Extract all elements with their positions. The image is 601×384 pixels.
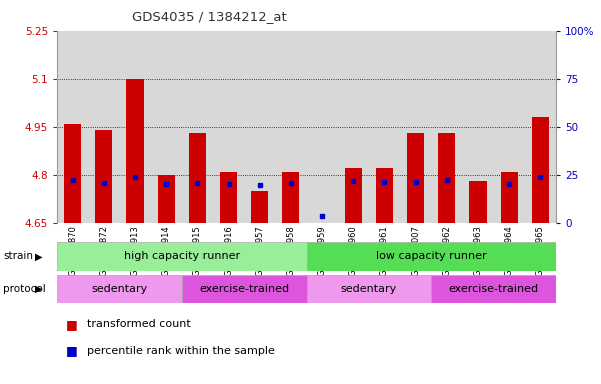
Bar — [307, 275, 432, 303]
Bar — [282, 172, 299, 223]
Text: percentile rank within the sample: percentile rank within the sample — [87, 346, 275, 356]
Bar — [532, 117, 549, 223]
Text: ■: ■ — [66, 318, 78, 331]
Bar — [469, 181, 487, 223]
Bar — [501, 172, 517, 223]
Bar — [407, 133, 424, 223]
Bar — [307, 242, 556, 271]
Text: low capacity runner: low capacity runner — [376, 251, 487, 262]
Bar — [432, 275, 556, 303]
Text: high capacity runner: high capacity runner — [124, 251, 240, 262]
Text: ▶: ▶ — [35, 251, 42, 262]
Bar — [345, 168, 362, 223]
Bar — [251, 191, 268, 223]
Text: exercise-trained: exercise-trained — [448, 284, 538, 294]
Text: sedentary: sedentary — [91, 284, 148, 294]
Text: exercise-trained: exercise-trained — [199, 284, 289, 294]
Text: strain: strain — [3, 251, 33, 262]
Text: ■: ■ — [66, 344, 78, 357]
Bar — [220, 172, 237, 223]
Bar — [64, 124, 81, 223]
Text: ▶: ▶ — [35, 284, 42, 294]
Bar — [126, 79, 144, 223]
Text: transformed count: transformed count — [87, 319, 191, 329]
Bar — [376, 168, 393, 223]
Bar — [96, 130, 112, 223]
Text: sedentary: sedentary — [341, 284, 397, 294]
Bar — [157, 175, 175, 223]
Bar — [189, 133, 206, 223]
Bar — [182, 275, 307, 303]
Bar — [57, 275, 182, 303]
Bar — [57, 242, 307, 271]
Bar — [438, 133, 456, 223]
Text: GDS4035 / 1384212_at: GDS4035 / 1384212_at — [132, 10, 287, 23]
Text: protocol: protocol — [3, 284, 46, 294]
